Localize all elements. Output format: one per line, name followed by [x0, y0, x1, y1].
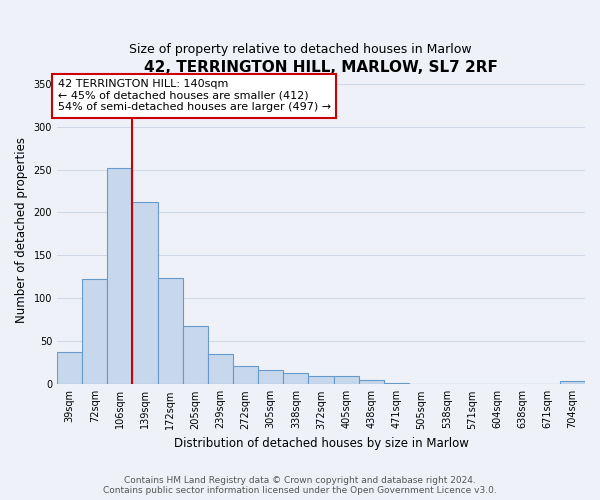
Bar	[233, 366, 258, 384]
Bar	[133, 202, 158, 384]
Bar	[308, 376, 334, 384]
Bar	[208, 354, 233, 384]
Y-axis label: Number of detached properties: Number of detached properties	[15, 136, 28, 322]
Bar	[560, 381, 585, 384]
Bar	[158, 278, 183, 384]
X-axis label: Distribution of detached houses by size in Marlow: Distribution of detached houses by size …	[173, 437, 469, 450]
Bar	[258, 370, 283, 384]
Text: 42 TERRINGTON HILL: 140sqm
← 45% of detached houses are smaller (412)
54% of sem: 42 TERRINGTON HILL: 140sqm ← 45% of deta…	[58, 80, 331, 112]
Text: Contains HM Land Registry data © Crown copyright and database right 2024.
Contai: Contains HM Land Registry data © Crown c…	[103, 476, 497, 495]
Bar	[359, 380, 384, 384]
Bar	[334, 376, 359, 384]
Bar	[183, 326, 208, 384]
Text: Size of property relative to detached houses in Marlow: Size of property relative to detached ho…	[128, 42, 472, 56]
Bar	[57, 352, 82, 384]
Title: 42, TERRINGTON HILL, MARLOW, SL7 2RF: 42, TERRINGTON HILL, MARLOW, SL7 2RF	[144, 60, 498, 75]
Bar	[283, 373, 308, 384]
Bar	[107, 168, 133, 384]
Bar	[82, 280, 107, 384]
